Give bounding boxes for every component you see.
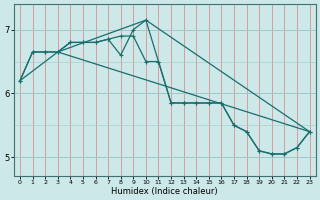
X-axis label: Humidex (Indice chaleur): Humidex (Indice chaleur) [111,187,218,196]
